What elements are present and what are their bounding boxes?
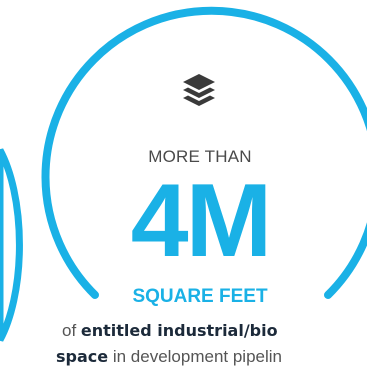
layers-icon: [183, 74, 215, 106]
description-line-1: of entitled industrial/bio: [62, 321, 278, 341]
description-line-2-plain: in development pipelin: [108, 347, 283, 366]
description-line-2: space in development pipelin: [56, 347, 282, 367]
main-ring-arc: [41, 6, 367, 299]
stat-unit: SQUARE FEET: [132, 286, 268, 307]
description-line-2-bold: space: [56, 347, 109, 366]
left-ring-arc: [0, 148, 23, 342]
description-line-1-plain: of: [62, 321, 81, 340]
stat-prefix: MORE THAN: [148, 147, 252, 166]
stat-value: 4M: [130, 163, 272, 279]
description-line-1-bold: entitled industrial/bio: [80, 321, 278, 340]
